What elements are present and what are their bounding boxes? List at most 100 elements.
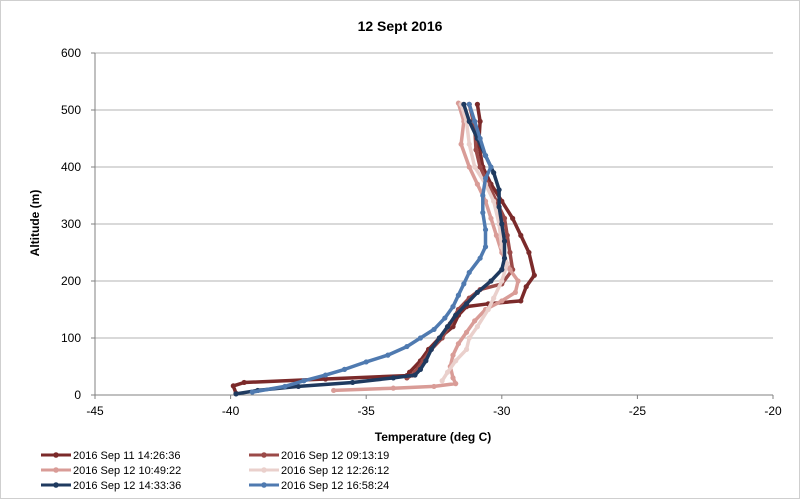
legend-label: 2016 Sep 12 16:58:24 xyxy=(281,480,389,492)
data-point xyxy=(501,255,508,261)
data-point xyxy=(241,379,247,386)
legend-item: 2016 Sep 12 09:13:19 xyxy=(249,450,389,462)
data-point xyxy=(466,164,472,170)
data-point xyxy=(453,358,459,364)
data-point xyxy=(350,379,356,386)
data-point xyxy=(491,198,497,204)
series xyxy=(233,101,508,397)
series-line xyxy=(440,102,509,383)
data-point xyxy=(507,249,513,256)
y-tick-label: 400 xyxy=(61,160,81,174)
data-point xyxy=(518,232,524,238)
data-point xyxy=(466,141,472,147)
legend-item: 2016 Sep 12 12:26:12 xyxy=(249,465,389,477)
data-point xyxy=(501,238,508,244)
data-point xyxy=(474,181,480,187)
legend-marker xyxy=(261,467,267,473)
data-point xyxy=(363,359,369,365)
data-point xyxy=(282,383,288,390)
x-tick-label: -30 xyxy=(493,404,511,418)
legend-marker xyxy=(53,467,59,473)
series-line xyxy=(231,102,537,396)
legend-item: 2016 Sep 12 14:33:36 xyxy=(41,480,181,492)
data-point xyxy=(233,391,239,397)
data-point xyxy=(230,383,236,389)
data-point xyxy=(385,352,391,358)
legend-label: 2016 Sep 12 12:26:12 xyxy=(281,465,389,477)
data-point xyxy=(531,272,537,278)
data-point xyxy=(504,232,510,238)
data-point xyxy=(423,358,429,364)
y-tick-label: 500 xyxy=(61,103,81,117)
data-point xyxy=(463,301,470,307)
data-point xyxy=(499,267,505,273)
series-line xyxy=(331,101,520,393)
data-point xyxy=(488,164,494,170)
data-point xyxy=(322,372,329,378)
data-point xyxy=(493,232,499,238)
y-tick-label: 100 xyxy=(61,331,81,345)
x-axis-label: Temperature (deg C) xyxy=(375,430,491,444)
data-point xyxy=(453,312,459,318)
x-tick-label: -25 xyxy=(629,404,647,418)
series xyxy=(230,101,537,396)
series xyxy=(439,101,510,384)
y-tick-label: 300 xyxy=(61,217,81,231)
legend-label: 2016 Sep 12 14:33:36 xyxy=(73,480,181,492)
data-point xyxy=(488,278,494,284)
data-point xyxy=(526,249,532,256)
data-point xyxy=(458,141,464,147)
data-point xyxy=(499,298,505,304)
data-point xyxy=(472,118,478,124)
y-axis-label: Altitude (m) xyxy=(28,190,42,257)
data-point xyxy=(453,381,459,387)
legend-label: 2016 Sep 12 10:49:22 xyxy=(73,465,181,477)
data-point xyxy=(331,387,337,394)
data-point xyxy=(515,278,521,284)
data-point xyxy=(491,295,497,301)
data-point xyxy=(466,335,472,341)
data-point xyxy=(482,153,489,159)
data-point xyxy=(477,118,483,124)
x-tick-label: -35 xyxy=(358,404,376,418)
legend-marker xyxy=(53,452,59,458)
data-point xyxy=(501,215,508,221)
legend: 2016 Sep 11 14:26:36 2016 Sep 12 09:13:19… xyxy=(41,450,389,492)
data-point xyxy=(466,101,472,107)
x-tick-label: -20 xyxy=(764,404,782,418)
data-point xyxy=(417,366,424,372)
data-point xyxy=(461,101,467,107)
data-point xyxy=(249,389,255,395)
data-point xyxy=(341,366,348,372)
legend-item: 2016 Sep 12 10:49:22 xyxy=(41,465,181,477)
data-point xyxy=(474,324,480,330)
y-tick-label: 600 xyxy=(61,46,81,60)
data-point xyxy=(322,376,329,382)
data-point xyxy=(295,383,301,390)
series-group xyxy=(230,100,537,397)
data-point xyxy=(496,187,502,193)
data-point xyxy=(482,244,489,250)
data-point xyxy=(450,375,456,381)
data-point xyxy=(442,315,448,321)
gridlines xyxy=(95,52,773,339)
data-point xyxy=(431,326,437,333)
data-point xyxy=(450,352,456,358)
data-point xyxy=(417,335,424,341)
data-point xyxy=(477,255,483,261)
data-point xyxy=(444,369,451,375)
data-point xyxy=(466,269,472,276)
legend-marker xyxy=(53,482,59,488)
legend-marker xyxy=(261,452,267,458)
series-line xyxy=(234,102,507,396)
data-point xyxy=(477,135,483,142)
data-point xyxy=(485,306,491,313)
data-point xyxy=(482,227,489,233)
data-point xyxy=(463,329,470,335)
data-point xyxy=(431,383,437,390)
x-ticks: -45 -40 -35 -30 -25 -20 xyxy=(86,395,782,418)
y-tick-label: 0 xyxy=(74,388,81,402)
data-point xyxy=(455,341,462,347)
data-point xyxy=(444,324,451,330)
data-point xyxy=(463,346,470,352)
